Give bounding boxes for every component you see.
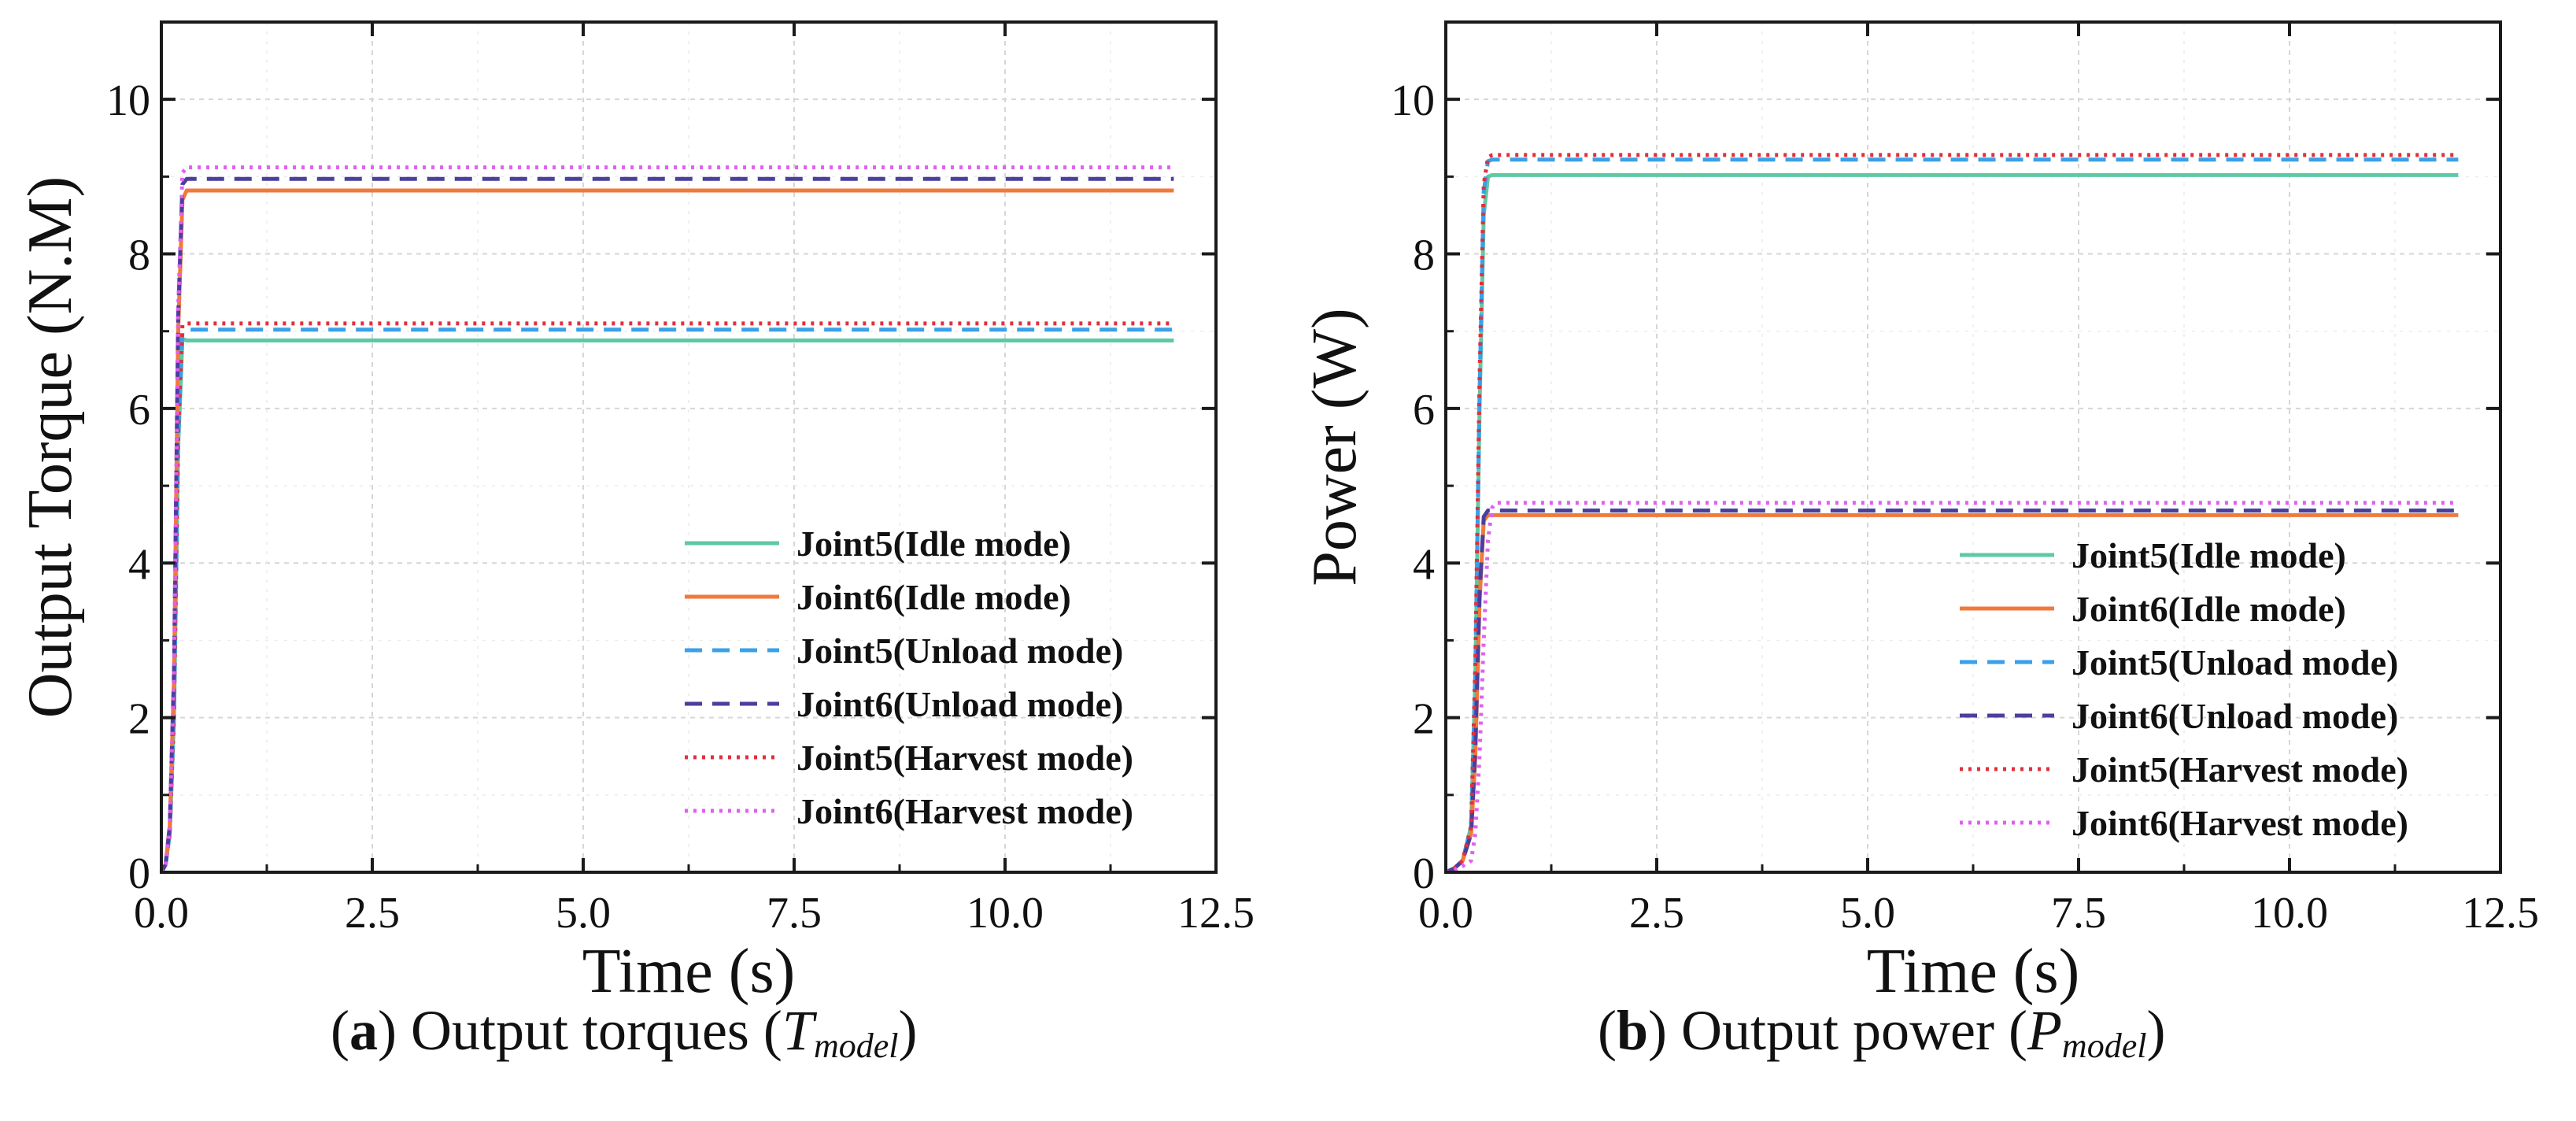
a-legend-label-5: Joint5(Harvest mode) — [796, 738, 1133, 778]
b-x-tick-label: 2.5 — [1629, 889, 1684, 938]
b-legend-label-2: Joint6(Idle mode) — [2072, 589, 2346, 629]
b-x-tick-label: 5.0 — [1840, 889, 1895, 938]
b-series-line-4 — [1444, 509, 2459, 875]
a-x-tick-label: 10.0 — [966, 889, 1044, 938]
a-y-tick-label: 6 — [128, 386, 150, 435]
b-legend-label-5: Joint5(Harvest mode) — [2072, 749, 2408, 790]
b-legend-label-6: Joint6(Harvest mode) — [2072, 803, 2408, 843]
a-series-line-6 — [159, 165, 1174, 874]
a-y-tick-label: 2 — [128, 695, 150, 744]
a-x-tick-label: 5.0 — [556, 889, 611, 938]
a-y-tick-label: 4 — [128, 540, 150, 589]
b-y-tick-label: 10 — [1391, 76, 1435, 125]
a-x-tick-label: 12.5 — [1177, 889, 1255, 938]
b-y-tick-label: 6 — [1413, 386, 1435, 435]
a-legend: Joint5(Idle mode) Joint6(Idle mode) Joint5… — [685, 524, 1133, 831]
a-x-tick-label: 2.5 — [345, 889, 400, 938]
a-x-tick-label: 0.0 — [134, 889, 189, 938]
caption-a: (a) Output torques (Tmodel) — [331, 999, 918, 1065]
a-legend-label-1: Joint5(Idle mode) — [796, 524, 1071, 564]
panel-b-power-chart: 0.0 2.5 5.0 7.5 10.0 12.5 0 2 4 6 8 10 Time (s) Power… — [1300, 20, 2539, 1006]
a-x-axis-title: Time (s) — [582, 937, 795, 1006]
b-x-tick-label: 0.0 — [1418, 889, 1473, 938]
b-legend: Joint5(Idle mode) Joint6(Idle mode) Joint5… — [1960, 535, 2408, 843]
b-y-axis-title: Power (W) — [1300, 308, 1369, 586]
b-x-tick-label: 12.5 — [2462, 889, 2539, 938]
b-legend-label-3: Joint5(Unload mode) — [2072, 642, 2398, 683]
a-y-tick-label: 8 — [128, 231, 150, 280]
a-series-line-4 — [159, 176, 1174, 874]
b-y-tick-label: 2 — [1413, 695, 1435, 744]
b-y-tick-label: 8 — [1413, 231, 1435, 280]
b-y-tick-label: 0 — [1413, 849, 1435, 898]
a-legend-label-6: Joint6(Harvest mode) — [796, 791, 1133, 831]
a-y-axis-title: Output Torque (N.M) — [16, 176, 85, 718]
a-legend-label-2: Joint6(Idle mode) — [796, 577, 1071, 617]
a-legend-label-3: Joint5(Unload mode) — [796, 631, 1123, 671]
panel-a-torque-chart: 0.0 2.5 5.0 7.5 10.0 12.5 0 2 4 6 8 10 Time (s) Outpu… — [16, 20, 1255, 1006]
caption-b: (b) Output power (Pmodel) — [1598, 999, 2166, 1065]
b-legend-label-1: Joint5(Idle mode) — [2072, 535, 2346, 575]
b-x-axis-title: Time (s) — [1867, 937, 2079, 1006]
a-y-tick-label: 0 — [128, 849, 150, 898]
a-x-tick-label: 7.5 — [767, 889, 822, 938]
b-legend-label-4: Joint6(Unload mode) — [2072, 696, 2398, 736]
b-x-tick-label: 10.0 — [2251, 889, 2328, 938]
b-series-line-5 — [1444, 153, 2459, 875]
b-series-line-6 — [1445, 501, 2459, 875]
a-y-tick-label: 10 — [106, 76, 150, 125]
b-x-tick-label: 7.5 — [2051, 889, 2106, 938]
a-legend-label-4: Joint6(Unload mode) — [796, 684, 1123, 724]
b-y-tick-label: 4 — [1413, 540, 1435, 589]
